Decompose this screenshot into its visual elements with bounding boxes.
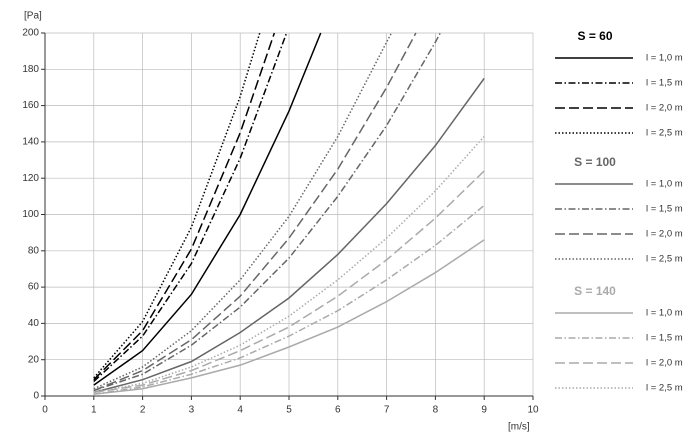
legend-label: l = 1,0 m xyxy=(646,53,683,64)
line xyxy=(93,32,441,392)
line xyxy=(93,32,276,381)
x-tick-label: 8 xyxy=(433,405,439,416)
x-tick-label: 7 xyxy=(384,405,390,416)
legend-label: l = 2,0 m xyxy=(646,358,683,369)
y-tick-label: 80 xyxy=(28,245,40,256)
x-tick-label: 5 xyxy=(286,405,292,416)
legend-label: l = 1,5 m xyxy=(646,333,683,344)
y-tick-label: 0 xyxy=(33,391,39,402)
y-tick-label: 180 xyxy=(22,64,39,75)
x-tick-label: 2 xyxy=(140,405,146,416)
x-tick-label: 1 xyxy=(91,405,97,416)
y-tick-label: 20 xyxy=(28,354,40,365)
line xyxy=(93,32,261,379)
x-tick-label: 10 xyxy=(527,405,539,416)
legend-label: l = 1,5 m xyxy=(646,204,683,215)
x-axis-label: [m/s] xyxy=(508,422,530,433)
legend-label: l = 2,5 m xyxy=(646,254,683,265)
legend-label: l = 1,5 m xyxy=(646,78,683,89)
y-tick-label: 60 xyxy=(28,282,40,293)
legend-label: l = 2,5 m xyxy=(646,128,683,139)
x-tick-label: 9 xyxy=(481,405,487,416)
line xyxy=(93,170,485,394)
legend-label: l = 2,0 m xyxy=(646,103,683,114)
x-tick-label: 6 xyxy=(335,405,341,416)
line xyxy=(93,32,322,386)
x-tick-label: 0 xyxy=(42,405,48,416)
legend-label: l = 2,5 m xyxy=(646,383,683,394)
legend-label: l = 1,0 m xyxy=(646,308,683,319)
x-tick-label: 4 xyxy=(237,405,243,416)
legend-group-title: S = 60 xyxy=(577,29,612,43)
legend-label: l = 1,0 m xyxy=(646,179,683,190)
line xyxy=(93,77,485,394)
y-tick-label: 100 xyxy=(22,209,39,220)
line xyxy=(93,239,485,395)
y-tick-label: 140 xyxy=(22,137,39,148)
y-tick-label: 160 xyxy=(22,100,39,111)
line xyxy=(93,204,485,395)
line xyxy=(93,32,393,390)
legend-label: l = 2,0 m xyxy=(646,229,683,240)
line xyxy=(93,135,485,394)
x-tick-label: 3 xyxy=(189,405,195,416)
line xyxy=(93,32,417,392)
y-tick-label: 40 xyxy=(28,318,40,329)
legend-group-title: S = 100 xyxy=(574,155,616,169)
y-tick-label: 200 xyxy=(22,28,39,39)
y-tick-label: 120 xyxy=(22,173,39,184)
line xyxy=(93,32,288,383)
y-axis-label: [Pa] xyxy=(24,11,42,22)
legend-group-title: S = 140 xyxy=(574,284,616,298)
